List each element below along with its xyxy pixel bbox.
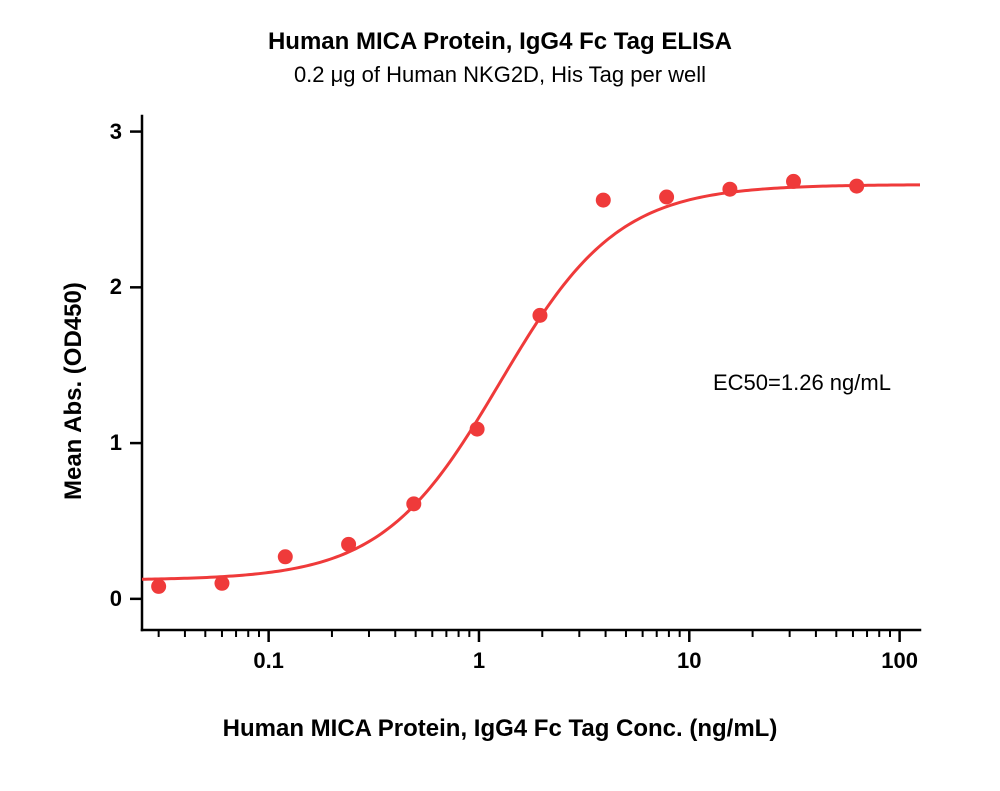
fit-curve bbox=[142, 185, 920, 579]
y-tick-label: 2 bbox=[110, 274, 122, 300]
data-point bbox=[214, 576, 229, 591]
y-tick-label: 3 bbox=[110, 119, 122, 145]
data-point bbox=[659, 189, 674, 204]
data-point bbox=[786, 174, 801, 189]
data-point bbox=[849, 179, 864, 194]
data-point bbox=[341, 537, 356, 552]
x-tick-label: 1 bbox=[449, 648, 509, 674]
data-point bbox=[406, 496, 421, 511]
y-tick-label: 1 bbox=[110, 430, 122, 456]
data-point bbox=[596, 193, 611, 208]
data-point bbox=[278, 549, 293, 564]
x-tick-label: 10 bbox=[659, 648, 719, 674]
data-point bbox=[722, 182, 737, 197]
y-tick-label: 0 bbox=[110, 586, 122, 612]
data-point bbox=[470, 422, 485, 437]
chart-container: { "chart": { "type": "scatter", "title_m… bbox=[0, 0, 1000, 791]
data-point bbox=[151, 579, 166, 594]
x-tick-label: 0.1 bbox=[239, 648, 299, 674]
data-point bbox=[532, 308, 547, 323]
x-tick-label: 100 bbox=[870, 648, 930, 674]
